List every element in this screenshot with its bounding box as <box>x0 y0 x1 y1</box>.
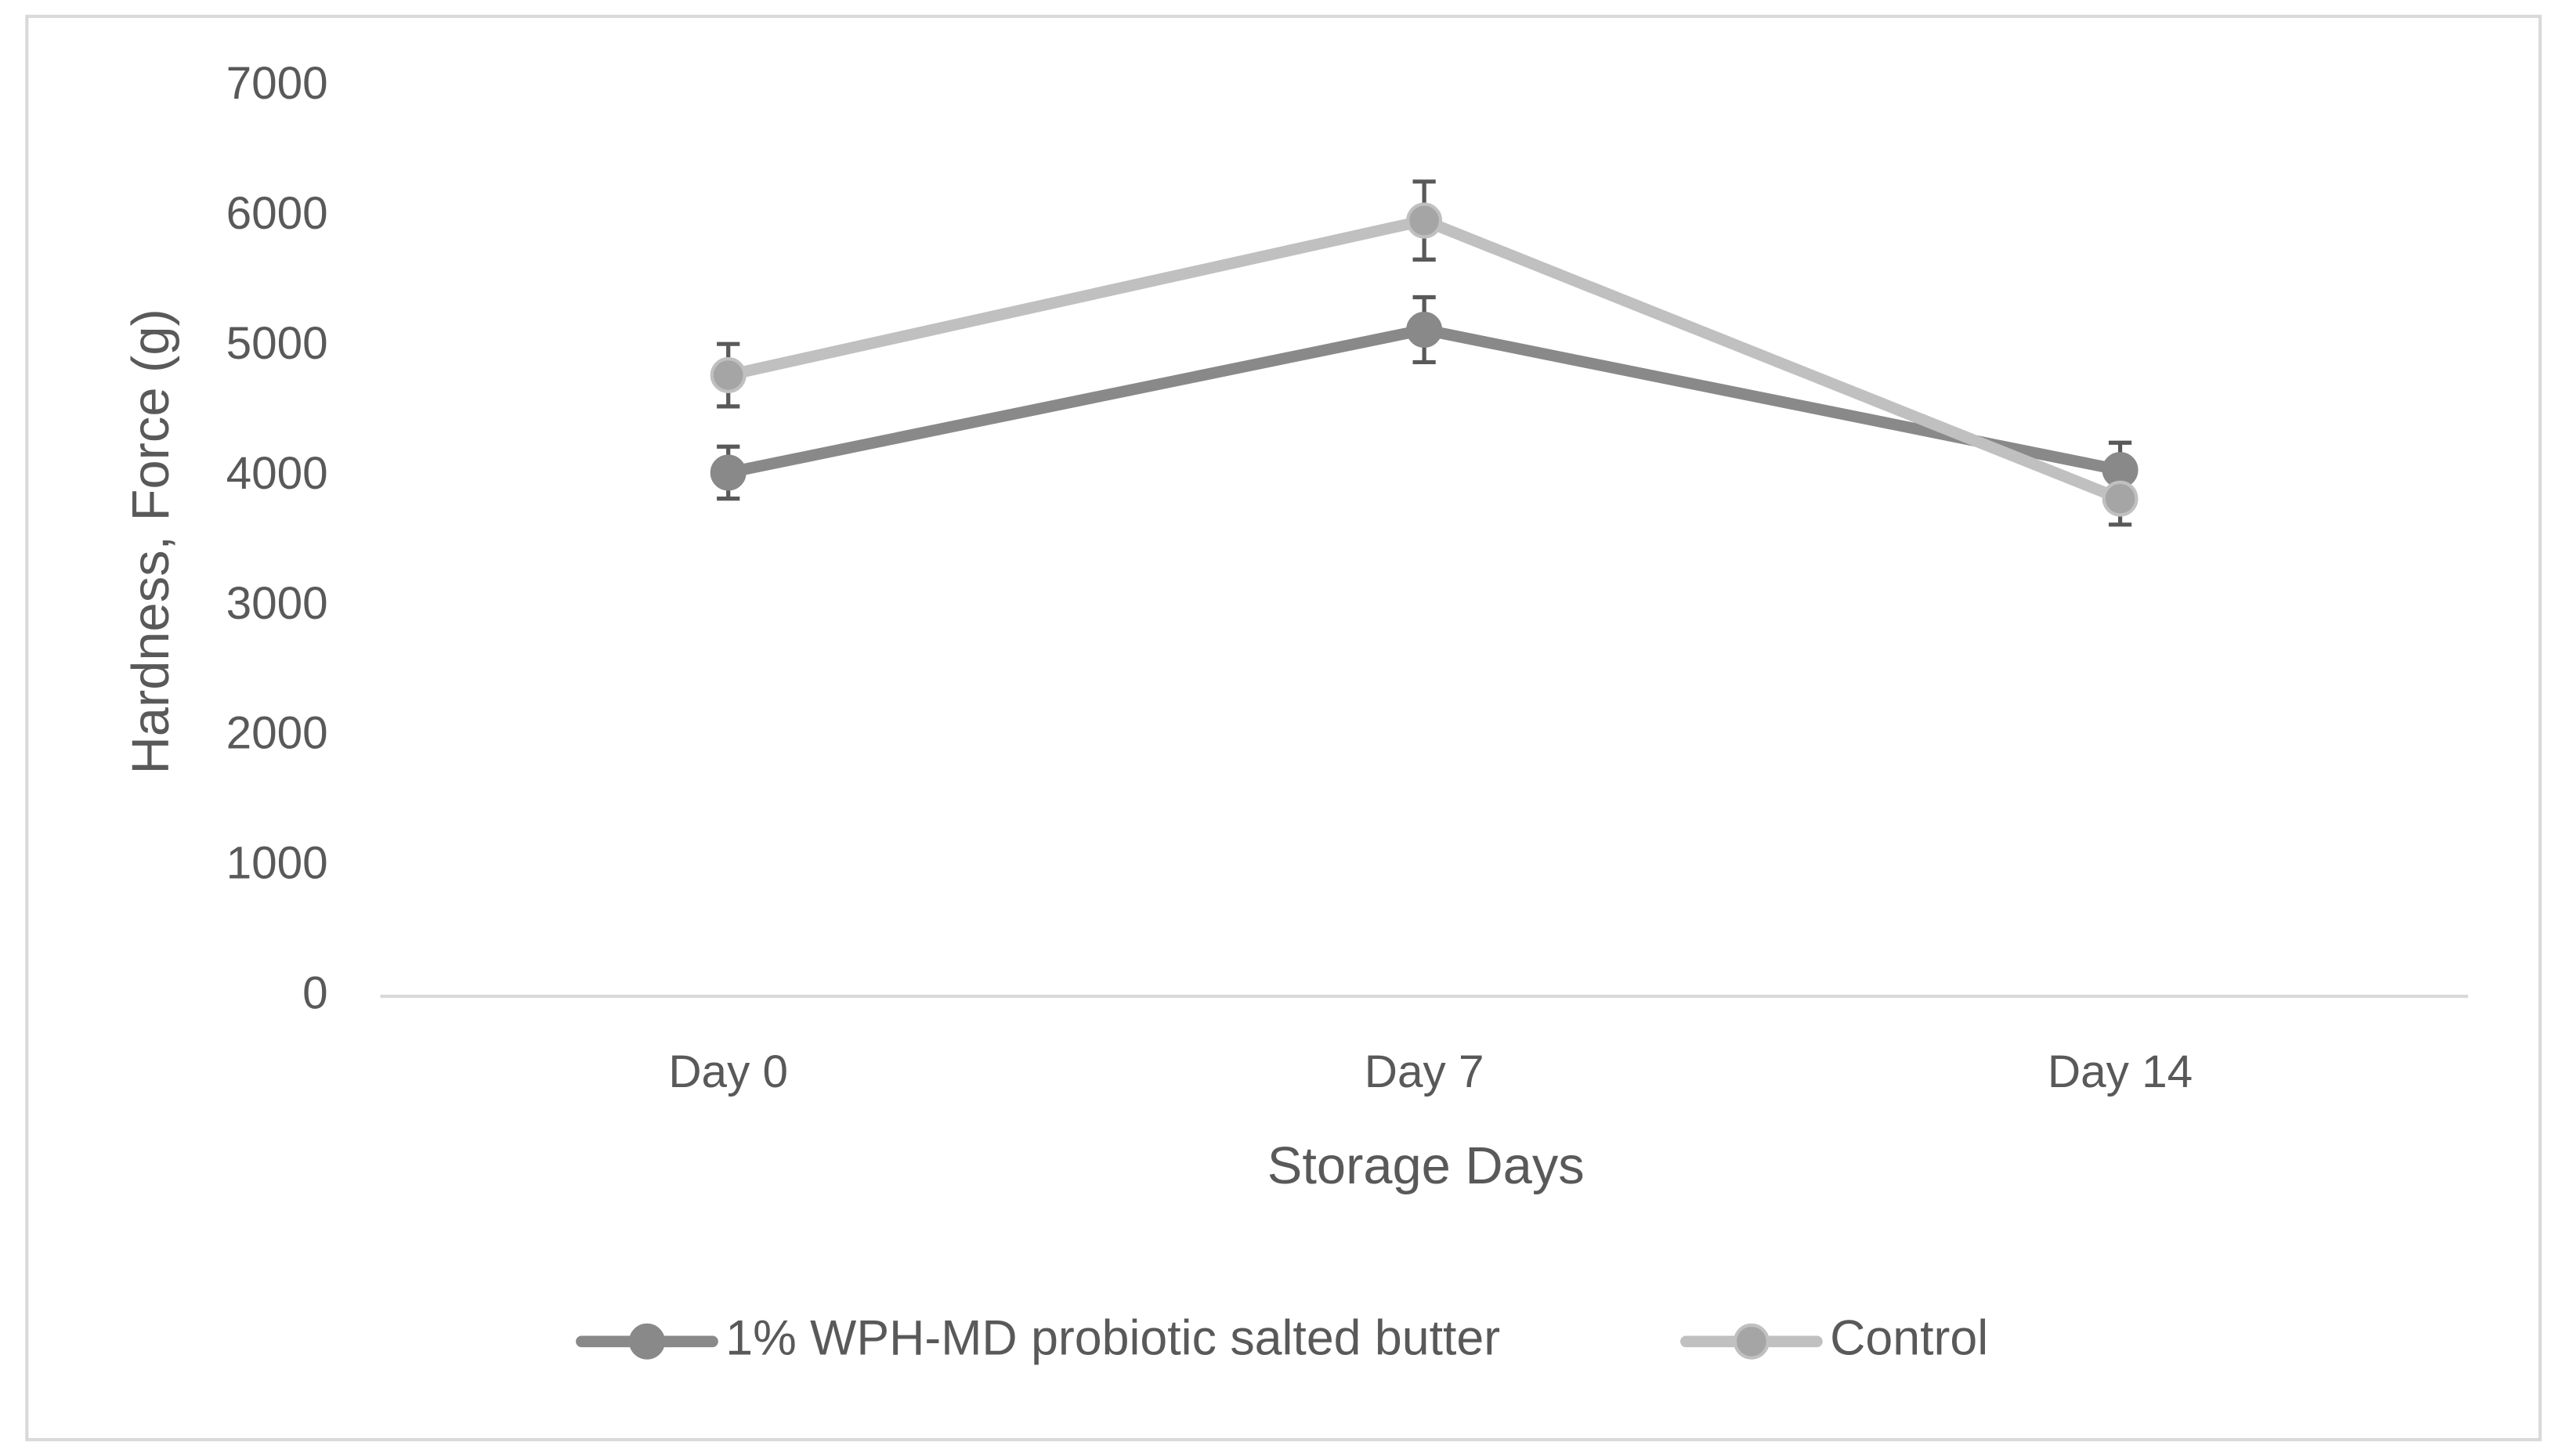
data-point <box>710 357 747 393</box>
x-tick-label: Day 7 <box>1365 1046 1484 1097</box>
data-point <box>1406 311 1443 348</box>
legend-label: Control <box>1830 1310 1988 1365</box>
x-tick-label: Day 0 <box>668 1046 788 1097</box>
y-tick-label: 7000 <box>226 58 328 109</box>
y-tick-label: 3000 <box>226 578 328 629</box>
legend-label: 1% WPH-MD probiotic salted butter <box>725 1310 1500 1365</box>
y-tick-label: 1000 <box>226 838 328 889</box>
y-axis-title: Hardness, Force (g) <box>121 309 180 774</box>
x-tick-label: Day 14 <box>2048 1046 2193 1097</box>
chart-border <box>25 14 2542 1442</box>
y-tick-label: 6000 <box>226 188 328 239</box>
y-tick-label: 0 <box>302 968 328 1019</box>
legend-marker <box>628 1323 665 1360</box>
y-tick-label: 5000 <box>226 318 328 369</box>
x-axis-title: Storage Days <box>1267 1136 1585 1195</box>
data-point <box>1406 202 1443 239</box>
y-tick-label: 2000 <box>226 708 328 759</box>
legend-marker <box>1733 1323 1770 1360</box>
data-point <box>710 454 747 491</box>
y-tick-label: 4000 <box>226 448 328 499</box>
data-point <box>2102 480 2139 517</box>
